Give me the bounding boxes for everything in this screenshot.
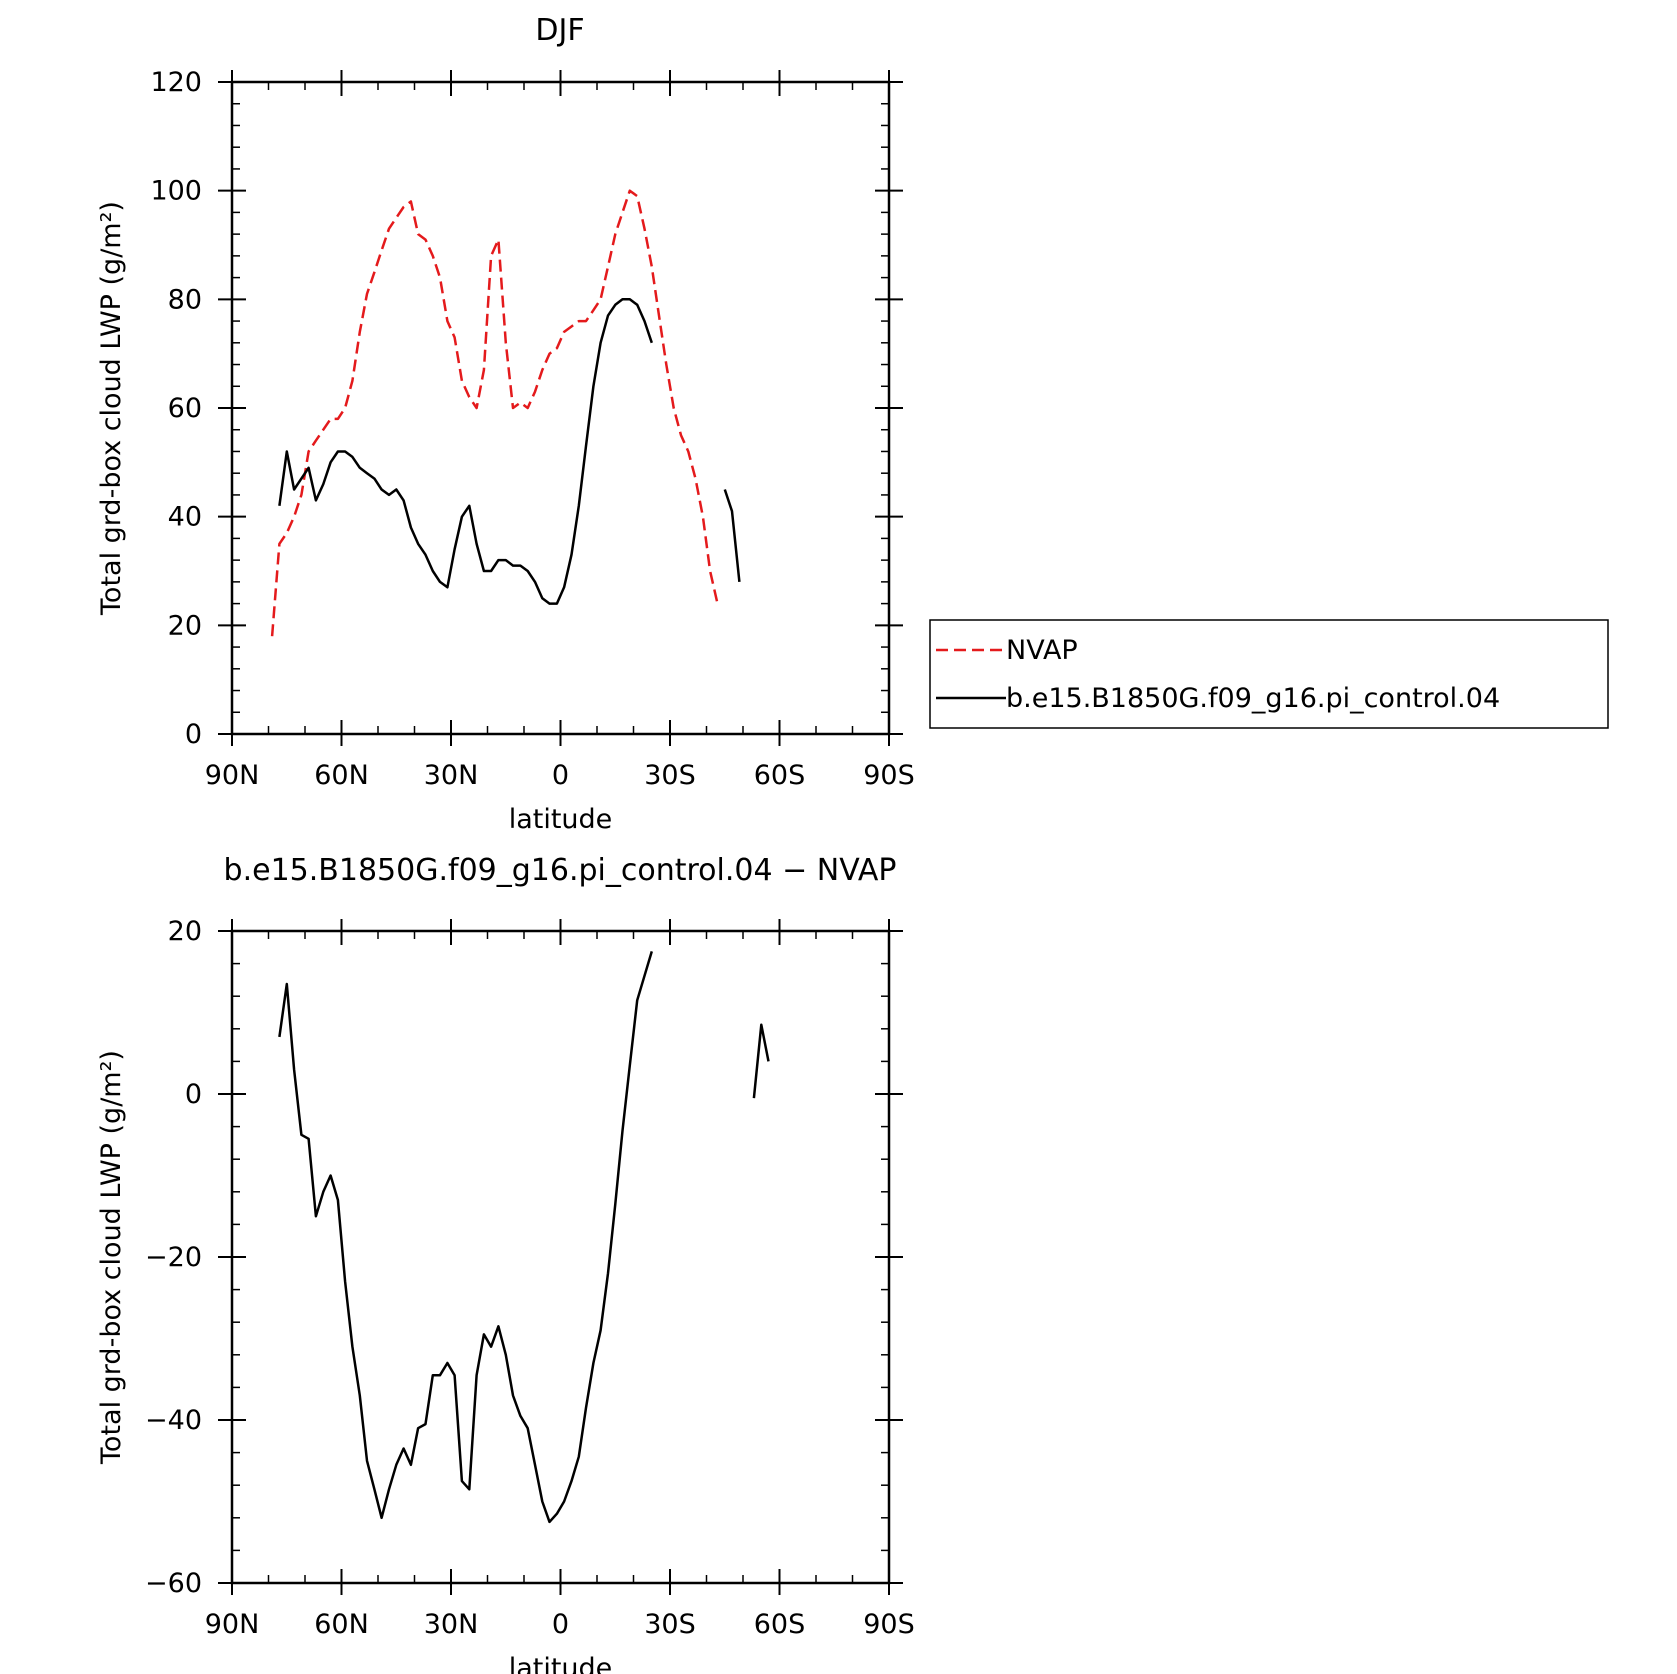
x-tick-label: 60S [754,1609,806,1640]
plot-frame [230,80,891,736]
x-tick-label: 30S [644,1609,696,1640]
y-tick-label: 0 [185,719,202,750]
x-tick-label: 30S [644,760,696,791]
x-tick-label: 30N [424,1609,479,1640]
x-tick-label: 90N [205,1609,260,1640]
y-tick-label: 120 [150,67,202,98]
y-tick-label: −20 [145,1242,202,1273]
y-axis-label: Total grd-box cloud LWP (g/m²) [96,201,127,616]
legend-label: NVAP [1006,635,1078,666]
x-axis-label: latitude [509,804,613,835]
series-line-1 [270,189,719,637]
x-tick-label: 0 [552,760,569,791]
chart-panel-1: DJF 90N 60N 30N 0 30S 60S 90S 0 20 40 60 80 100 120 lat… [96,13,1609,835]
x-tick-label: 60N [314,760,369,791]
plot-frame [230,929,891,1585]
series-line-1 [278,951,770,1524]
x-tick-label: 60S [754,760,806,791]
x-tick-label: 90N [205,760,260,791]
x-tick-label: 90S [863,1609,915,1640]
y-tick-label: −40 [145,1405,202,1436]
x-tick-label: 30N [424,760,479,791]
y-tick-label: 0 [185,1079,202,1110]
legend: NVAP b.e15.B1850G.f09_g16.pi_control.04 [929,619,1609,729]
legend-label: b.e15.B1850G.f09_g16.pi_control.04 [1006,683,1500,714]
x-tick-label: 60N [314,1609,369,1640]
series-line-2 [278,298,741,605]
x-tick-label: 0 [552,1609,569,1640]
y-tick-label: −60 [145,1568,202,1599]
y-tick-label: 20 [168,916,202,947]
chart-panel-2: b.e15.B1850G.f09_g16.pi_control.04 − NVA… [96,853,915,1674]
y-tick-label: 40 [168,502,202,533]
chart-title: DJF [535,13,584,48]
x-tick-label: 90S [863,760,915,791]
y-tick-label: 60 [168,393,202,424]
y-axis-label: Total grd-box cloud LWP (g/m²) [96,1050,127,1465]
x-axis-label: latitude [509,1653,613,1674]
y-tick-label: 100 [150,176,202,207]
y-tick-label: 80 [168,284,202,315]
y-tick-label: 20 [168,610,202,641]
legend-box [929,619,1609,729]
chart-title: b.e15.B1850G.f09_g16.pi_control.04 − NVA… [224,853,897,888]
